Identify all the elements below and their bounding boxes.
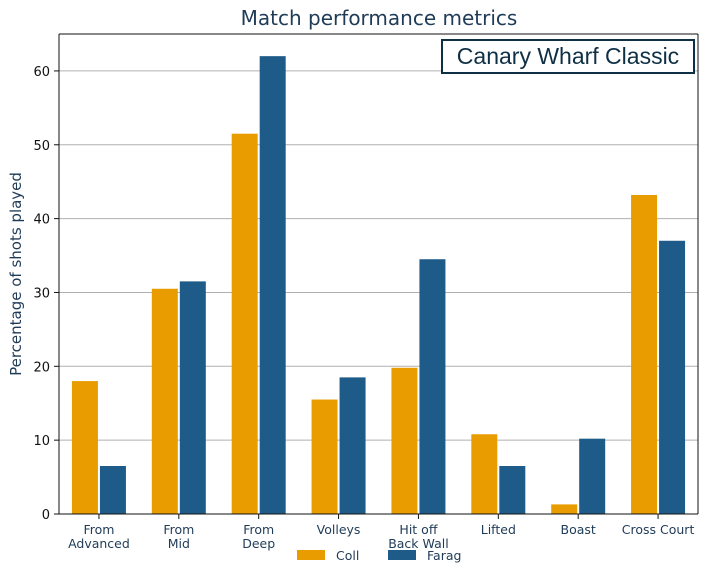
x-tick-label: Cross Court: [622, 522, 695, 537]
bar-farag-5: [499, 466, 526, 514]
bar-coll-3: [311, 399, 338, 514]
y-tick-label: 0: [42, 508, 50, 523]
x-tick-label: From Mid: [163, 522, 194, 551]
x-axis-ticks: From Advanced From Mid From Deep Volleys Hit of…: [68, 514, 694, 551]
legend: Coll Farag: [297, 548, 461, 563]
y-axis-ticks: 0 10 20 30 40 50 60: [33, 65, 59, 523]
bar-farag-7: [659, 240, 686, 514]
bar-coll-1: [151, 288, 178, 514]
y-tick-label: 50: [33, 139, 50, 154]
x-tick-label: From Advanced: [68, 522, 130, 551]
chart-title: Match performance metrics: [241, 6, 518, 30]
x-tick-label: Boast: [561, 522, 596, 537]
bars-layer: [71, 56, 686, 515]
x-tick-label: Hit off Back Wall: [388, 522, 449, 551]
y-tick-label: 30: [33, 286, 50, 301]
bar-farag-4: [419, 259, 446, 514]
legend-swatch-coll: [297, 550, 325, 560]
y-tick-label: 40: [33, 213, 50, 228]
bar-farag-2: [259, 56, 286, 515]
annotation-text: Canary Wharf Classic: [457, 43, 679, 69]
x-tick-label: From Deep: [242, 522, 275, 551]
bar-coll-4: [391, 367, 418, 514]
bar-coll-5: [471, 434, 498, 514]
legend-swatch-farag: [388, 550, 416, 560]
y-tick-label: 10: [33, 434, 50, 449]
bar-coll-2: [231, 133, 258, 514]
y-tick-label: 60: [33, 65, 50, 80]
bar-farag-6: [579, 438, 606, 514]
bar-coll-0: [71, 381, 98, 514]
axes-layer: [58, 33, 699, 515]
y-axis-label: Percentage of shots played: [7, 172, 25, 376]
annotation-border: [441, 39, 695, 74]
legend-label-farag: Farag: [427, 548, 461, 563]
legend-label-coll: Coll: [336, 548, 359, 563]
bar-farag-1: [179, 281, 206, 514]
y-tick-label: 20: [33, 360, 50, 375]
x-tick-label: Volleys: [317, 522, 361, 537]
x-tick-label: Lifted: [481, 522, 516, 537]
annotation-box: Canary Wharf Classic: [441, 39, 695, 74]
bar-coll-7: [631, 194, 658, 514]
bar-farag-0: [99, 466, 126, 514]
bar-farag-3: [339, 377, 366, 514]
bar-coll-6: [551, 504, 578, 514]
